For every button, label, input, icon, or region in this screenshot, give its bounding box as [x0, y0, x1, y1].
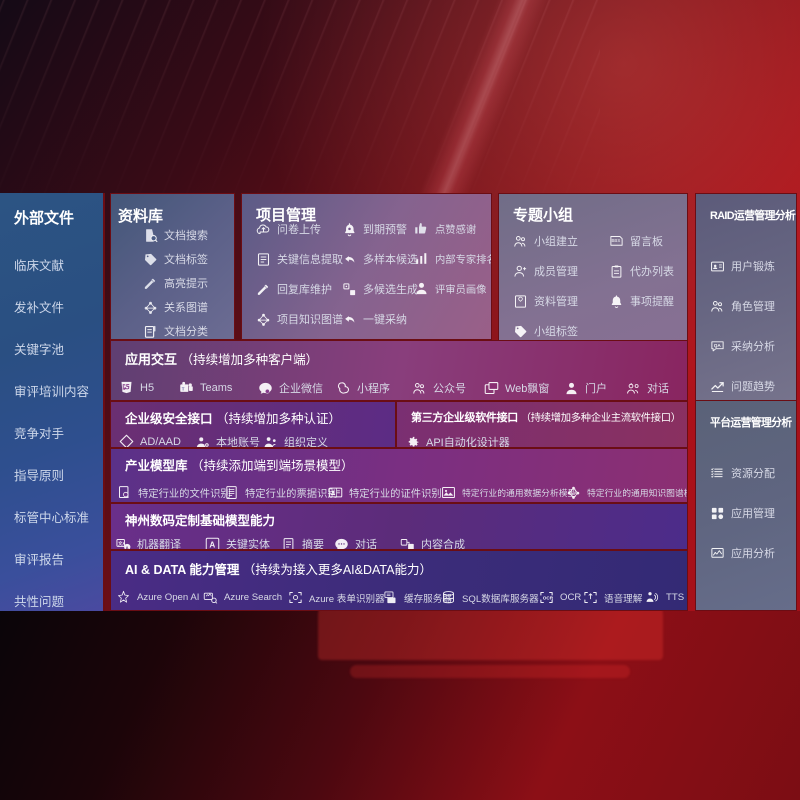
svg-text:T: T: [182, 386, 185, 391]
svg-text:BBS: BBS: [612, 238, 621, 243]
svg-text:OCR: OCR: [543, 596, 554, 601]
svg-text:A: A: [126, 544, 129, 549]
svg-text:A: A: [209, 540, 215, 549]
svg-text:QA: QA: [714, 342, 722, 347]
